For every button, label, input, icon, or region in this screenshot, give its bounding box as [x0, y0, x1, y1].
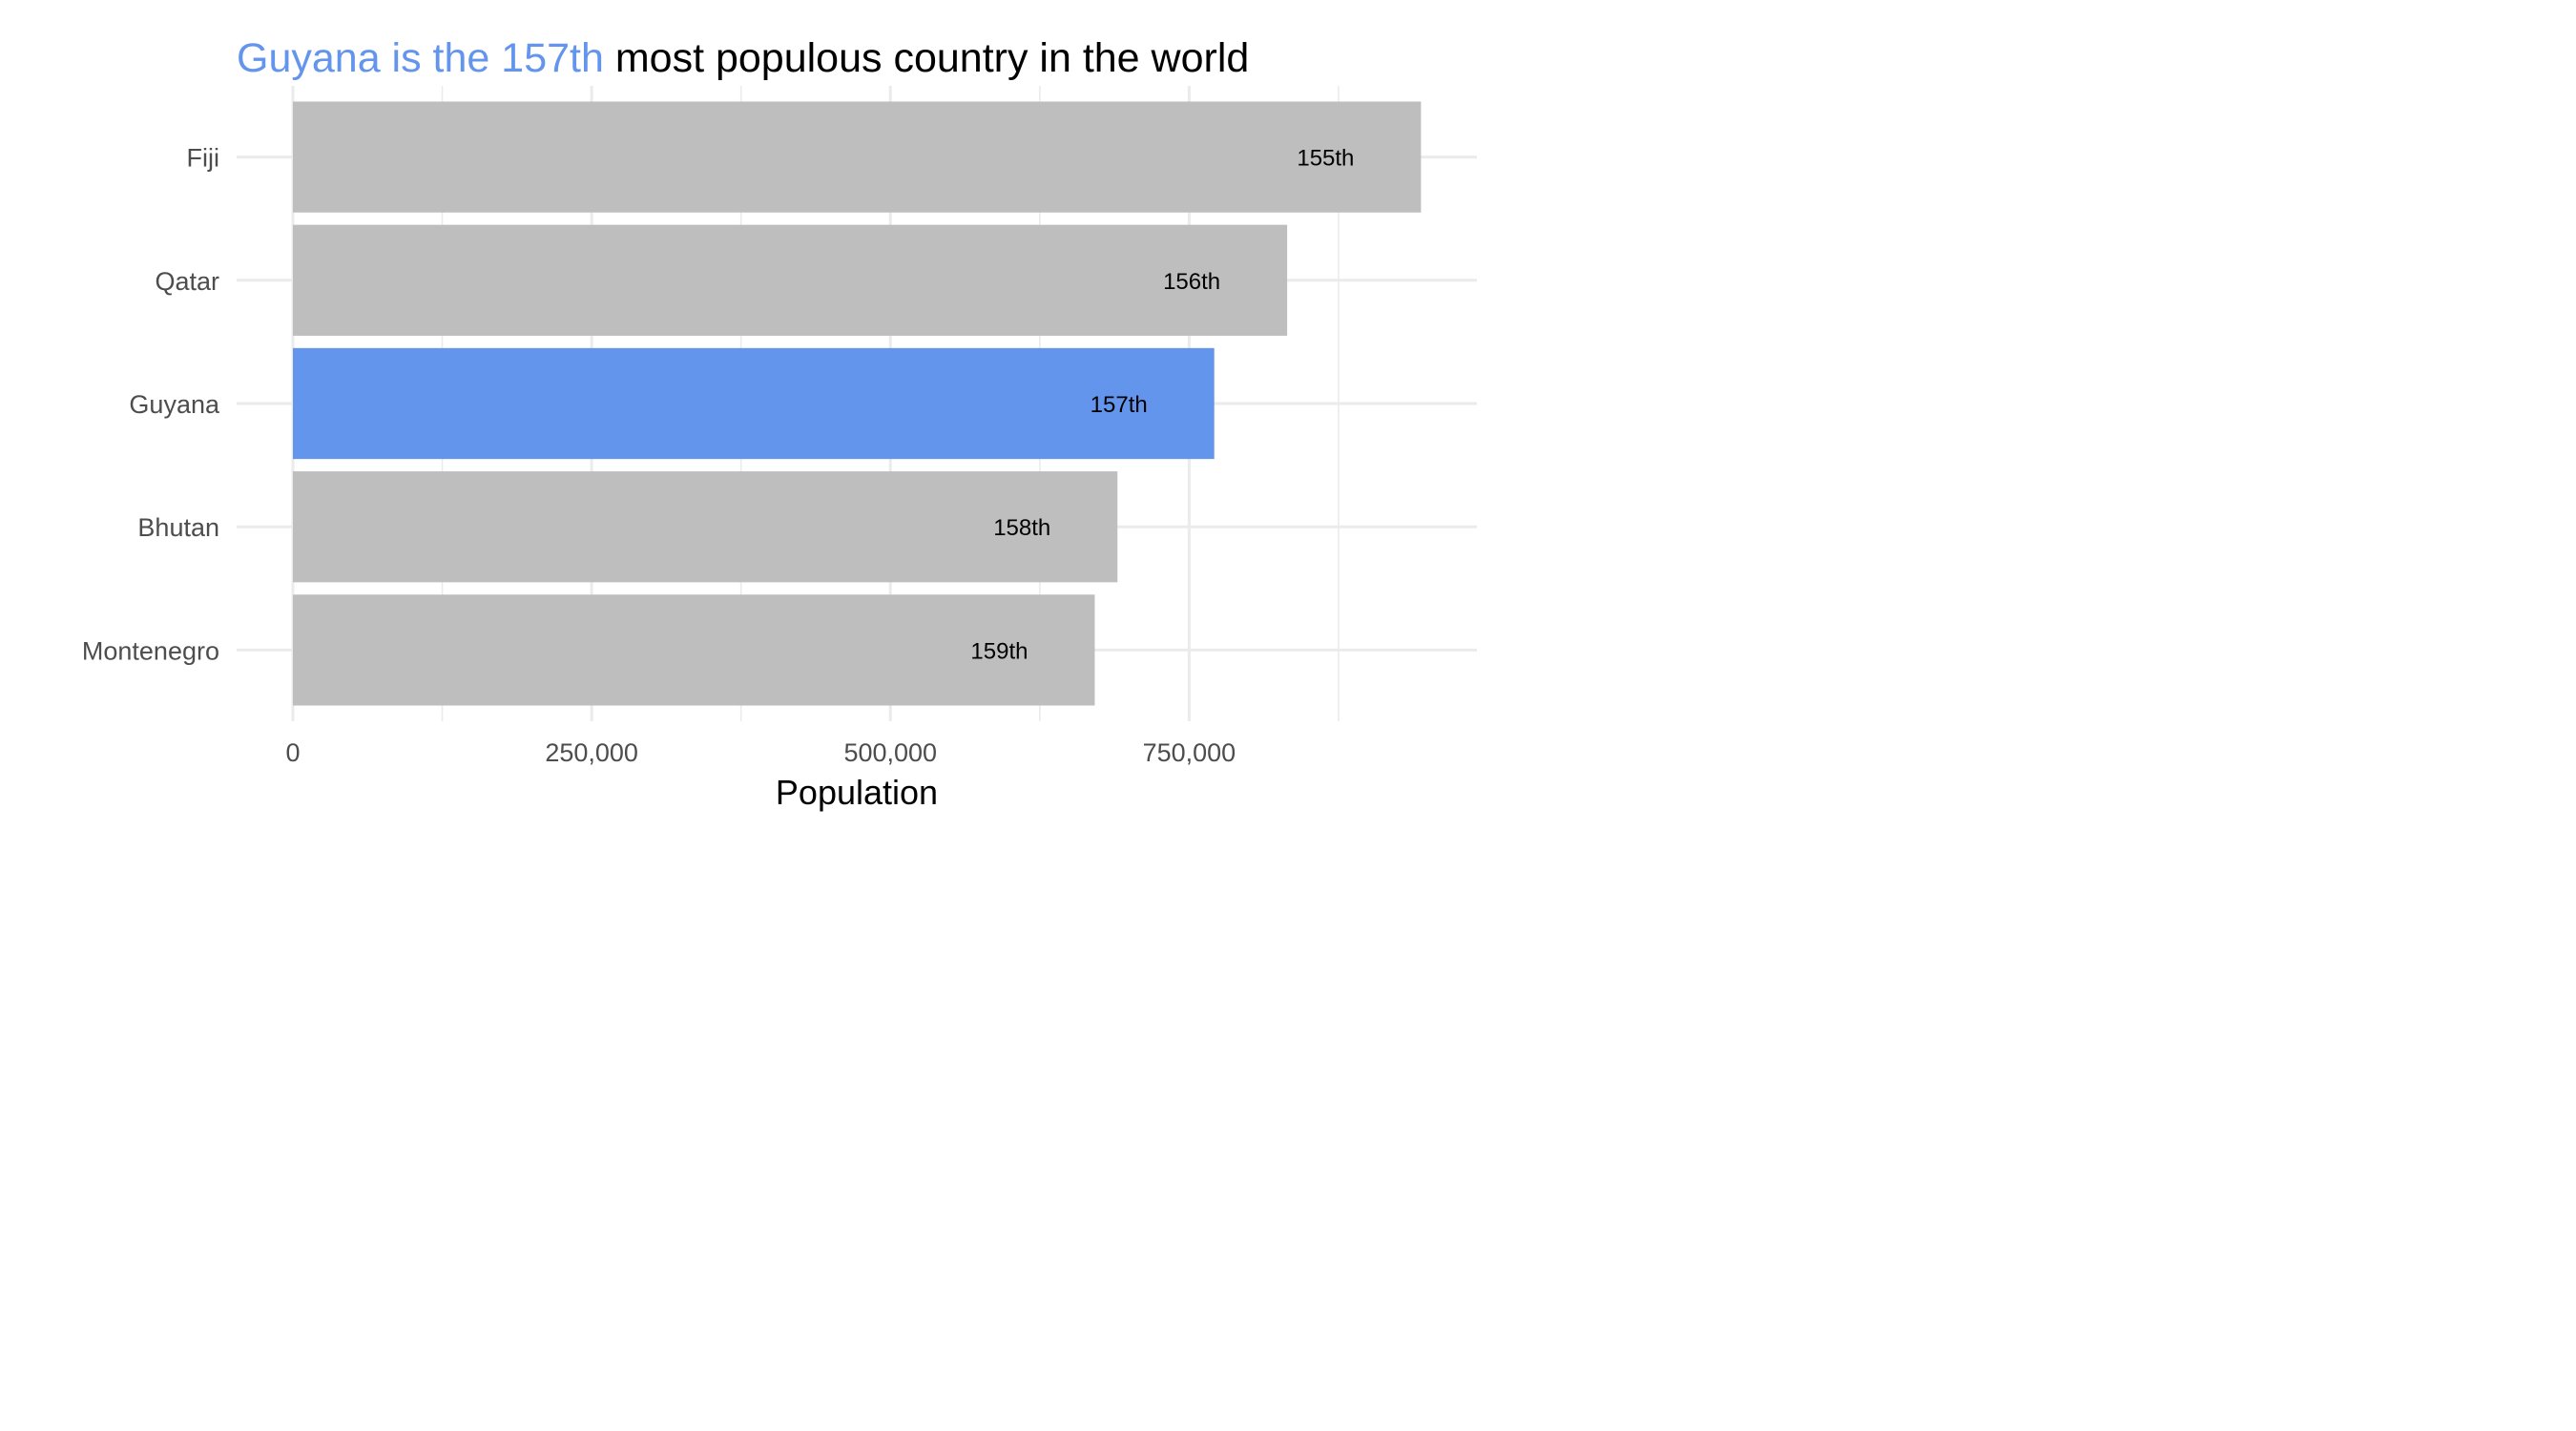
category-label-qatar: Qatar — [155, 267, 219, 296]
chart-title: Guyana is the 157th most populous countr… — [237, 32, 1249, 84]
bar-montenegro — [293, 594, 1095, 706]
bar-labels: 155th 156th 157th 158th 159th — [970, 146, 1354, 665]
bar-bhutan — [293, 471, 1118, 583]
population-bar-chart: 155th 156th 157th 158th 159th Fiji Qatar Guyan… — [82, 86, 1477, 812]
bar-label-guyana: 157th — [1091, 392, 1148, 418]
x-tick-label: 250,000 — [545, 738, 638, 767]
category-label-bhutan: Bhutan — [137, 513, 219, 542]
x-tick-label: 500,000 — [843, 738, 937, 767]
category-labels: Fiji Qatar Guyana Bhutan Montenegro — [82, 144, 220, 666]
x-axis-title: Population — [776, 773, 938, 812]
chart-title-highlight: Guyana is the 157th — [237, 35, 604, 81]
bar-label-fiji: 155th — [1297, 146, 1354, 172]
x-tick-label: 0 — [285, 738, 300, 767]
bar-label-qatar: 156th — [1163, 269, 1220, 295]
category-label-guyana: Guyana — [129, 390, 220, 419]
bars — [293, 101, 1422, 706]
chart-title-rest: most populous country in the world — [603, 35, 1250, 81]
category-label-montenegro: Montenegro — [82, 636, 219, 665]
bar-fiji — [293, 101, 1422, 213]
bar-label-bhutan: 158th — [993, 515, 1050, 541]
bar-guyana — [293, 347, 1215, 460]
bar-qatar — [293, 224, 1288, 336]
x-tick-label: 750,000 — [1143, 738, 1236, 767]
bar-label-montenegro: 159th — [970, 638, 1028, 664]
x-tick-labels: 0 250,000 500,000 750,000 — [285, 738, 1236, 767]
category-label-fiji: Fiji — [187, 144, 220, 173]
